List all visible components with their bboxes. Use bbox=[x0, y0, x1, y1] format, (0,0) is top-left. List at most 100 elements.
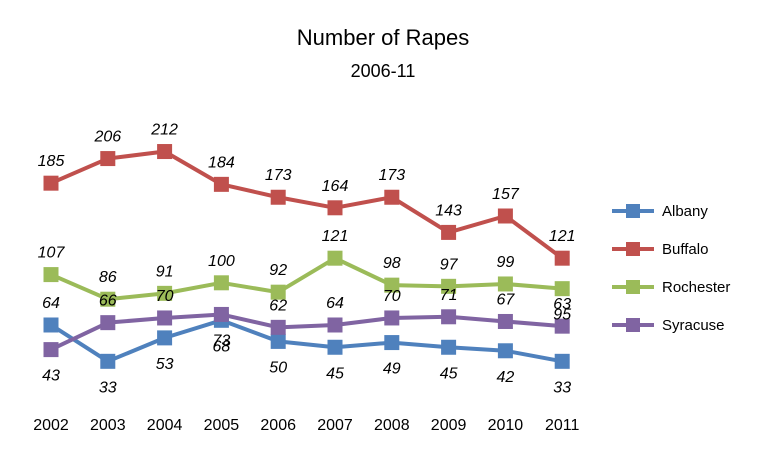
legend-label-rochester: Rochester bbox=[662, 279, 730, 296]
data-label-rochester: 91 bbox=[156, 263, 174, 280]
data-label-rochester: 99 bbox=[497, 254, 515, 271]
data-label-albany: 68 bbox=[213, 338, 231, 355]
data-label-rochester: 98 bbox=[383, 255, 401, 272]
x-axis-tick-labels: 2002 2003 2004 2005 2006 2007 2008 2009 2010 2011 bbox=[33, 417, 579, 434]
data-label-albany: 33 bbox=[553, 379, 571, 396]
data-point-rochester bbox=[213, 275, 229, 291]
data-point-buffalo bbox=[100, 151, 116, 167]
data-label-buffalo: 143 bbox=[435, 202, 462, 219]
x-tick-label: 2002 bbox=[33, 417, 69, 434]
data-label-albany: 45 bbox=[326, 365, 344, 382]
data-label-albany: 64 bbox=[42, 295, 60, 312]
data-point-syracuse bbox=[43, 342, 59, 358]
data-label-albany: 42 bbox=[497, 369, 515, 386]
chart-subtitle: 2006-11 bbox=[351, 61, 416, 81]
data-point-rochester bbox=[157, 285, 173, 301]
data-point-buffalo bbox=[213, 176, 229, 192]
data-point-rochester bbox=[327, 250, 343, 266]
x-tick-label: 2006 bbox=[260, 417, 296, 434]
data-label-syracuse: 62 bbox=[269, 297, 287, 314]
series-line-albany bbox=[49, 318, 563, 364]
data-point-syracuse bbox=[213, 306, 229, 322]
data-label-syracuse: 70 bbox=[383, 288, 401, 305]
data-point-albany bbox=[441, 339, 457, 355]
data-label-buffalo: 173 bbox=[265, 167, 292, 184]
data-label-rochester: 121 bbox=[322, 228, 349, 245]
data-point-syracuse bbox=[327, 317, 343, 333]
data-point-buffalo bbox=[441, 224, 457, 240]
data-point-albany bbox=[384, 335, 400, 351]
data-point-buffalo bbox=[497, 208, 513, 224]
data-label-rochester: 100 bbox=[208, 253, 235, 270]
data-label-buffalo: 157 bbox=[492, 186, 520, 203]
data-label-albany: 53 bbox=[156, 356, 174, 373]
data-point-buffalo bbox=[157, 144, 173, 160]
data-label-syracuse: 67 bbox=[497, 291, 516, 308]
data-point-albany bbox=[327, 339, 343, 355]
data-label-syracuse: 71 bbox=[440, 287, 458, 304]
data-point-albany bbox=[157, 330, 173, 346]
data-label-buffalo: 164 bbox=[322, 178, 349, 195]
legend-label-syracuse: Syracuse bbox=[662, 317, 725, 334]
data-point-albany bbox=[554, 353, 570, 369]
x-tick-label: 2010 bbox=[488, 417, 524, 434]
data-label-buffalo: 121 bbox=[549, 228, 576, 245]
series-lines bbox=[43, 144, 570, 369]
data-point-albany bbox=[43, 317, 59, 333]
data-label-syracuse: 64 bbox=[326, 295, 344, 312]
x-tick-label: 2011 bbox=[545, 417, 580, 434]
data-label-syracuse: 66 bbox=[99, 293, 117, 310]
data-point-rochester bbox=[497, 276, 513, 292]
data-point-syracuse bbox=[100, 315, 116, 331]
data-point-syracuse bbox=[270, 319, 286, 335]
data-point-rochester bbox=[554, 281, 570, 297]
data-point-syracuse bbox=[441, 309, 457, 325]
data-point-albany bbox=[497, 343, 513, 359]
data-point-rochester bbox=[270, 284, 286, 300]
data-label-rochester: 97 bbox=[440, 256, 459, 273]
x-tick-label: 2003 bbox=[90, 417, 126, 434]
data-point-buffalo bbox=[270, 189, 286, 205]
legend-marker-buffalo bbox=[626, 242, 640, 256]
x-tick-label: 2005 bbox=[204, 417, 240, 434]
data-point-buffalo bbox=[384, 189, 400, 205]
data-label-syracuse: 70 bbox=[156, 288, 174, 305]
data-label-rochester: 92 bbox=[269, 262, 287, 279]
data-label-buffalo: 206 bbox=[93, 129, 121, 146]
data-point-buffalo bbox=[327, 200, 343, 216]
data-label-rochester: 107 bbox=[38, 245, 66, 262]
data-point-rochester bbox=[384, 277, 400, 293]
data-point-albany bbox=[270, 333, 286, 349]
series-line-buffalo bbox=[50, 149, 564, 260]
data-point-albany bbox=[100, 353, 116, 369]
data-point-buffalo bbox=[554, 250, 570, 266]
series-line-rochester bbox=[50, 256, 563, 302]
data-point-syracuse bbox=[497, 313, 513, 329]
data-label-buffalo: 184 bbox=[208, 154, 235, 171]
x-tick-label: 2004 bbox=[147, 417, 183, 434]
data-label-rochester: 86 bbox=[99, 269, 117, 286]
data-label-buffalo: 173 bbox=[378, 167, 405, 184]
data-label-albany: 45 bbox=[440, 365, 458, 382]
data-point-syracuse bbox=[554, 318, 570, 334]
data-label-albany: 33 bbox=[99, 379, 117, 396]
data-point-rochester bbox=[43, 267, 59, 283]
x-tick-label: 2007 bbox=[317, 417, 353, 434]
legend-label-buffalo: Buffalo bbox=[662, 241, 708, 258]
data-label-buffalo: 185 bbox=[38, 153, 65, 170]
data-label-buffalo: 212 bbox=[150, 122, 178, 139]
data-label-syracuse: 63 bbox=[553, 296, 571, 313]
legend-marker-syracuse bbox=[626, 318, 640, 332]
data-label-albany: 50 bbox=[269, 359, 287, 376]
chart-title: Number of Rapes bbox=[297, 25, 469, 50]
data-label-rochester: 95 bbox=[553, 307, 571, 324]
data-labels: 64 33 53 68 50 45 49 45 42 33 185 206 212 184 173 164 17… bbox=[38, 122, 576, 397]
series-line-syracuse bbox=[50, 312, 563, 352]
legend-label-albany: Albany bbox=[662, 203, 708, 220]
data-point-rochester bbox=[100, 291, 116, 307]
x-tick-label: 2008 bbox=[374, 417, 410, 434]
data-point-rochester bbox=[441, 278, 457, 294]
legend-marker-albany bbox=[626, 204, 640, 218]
data-point-syracuse bbox=[384, 310, 400, 326]
